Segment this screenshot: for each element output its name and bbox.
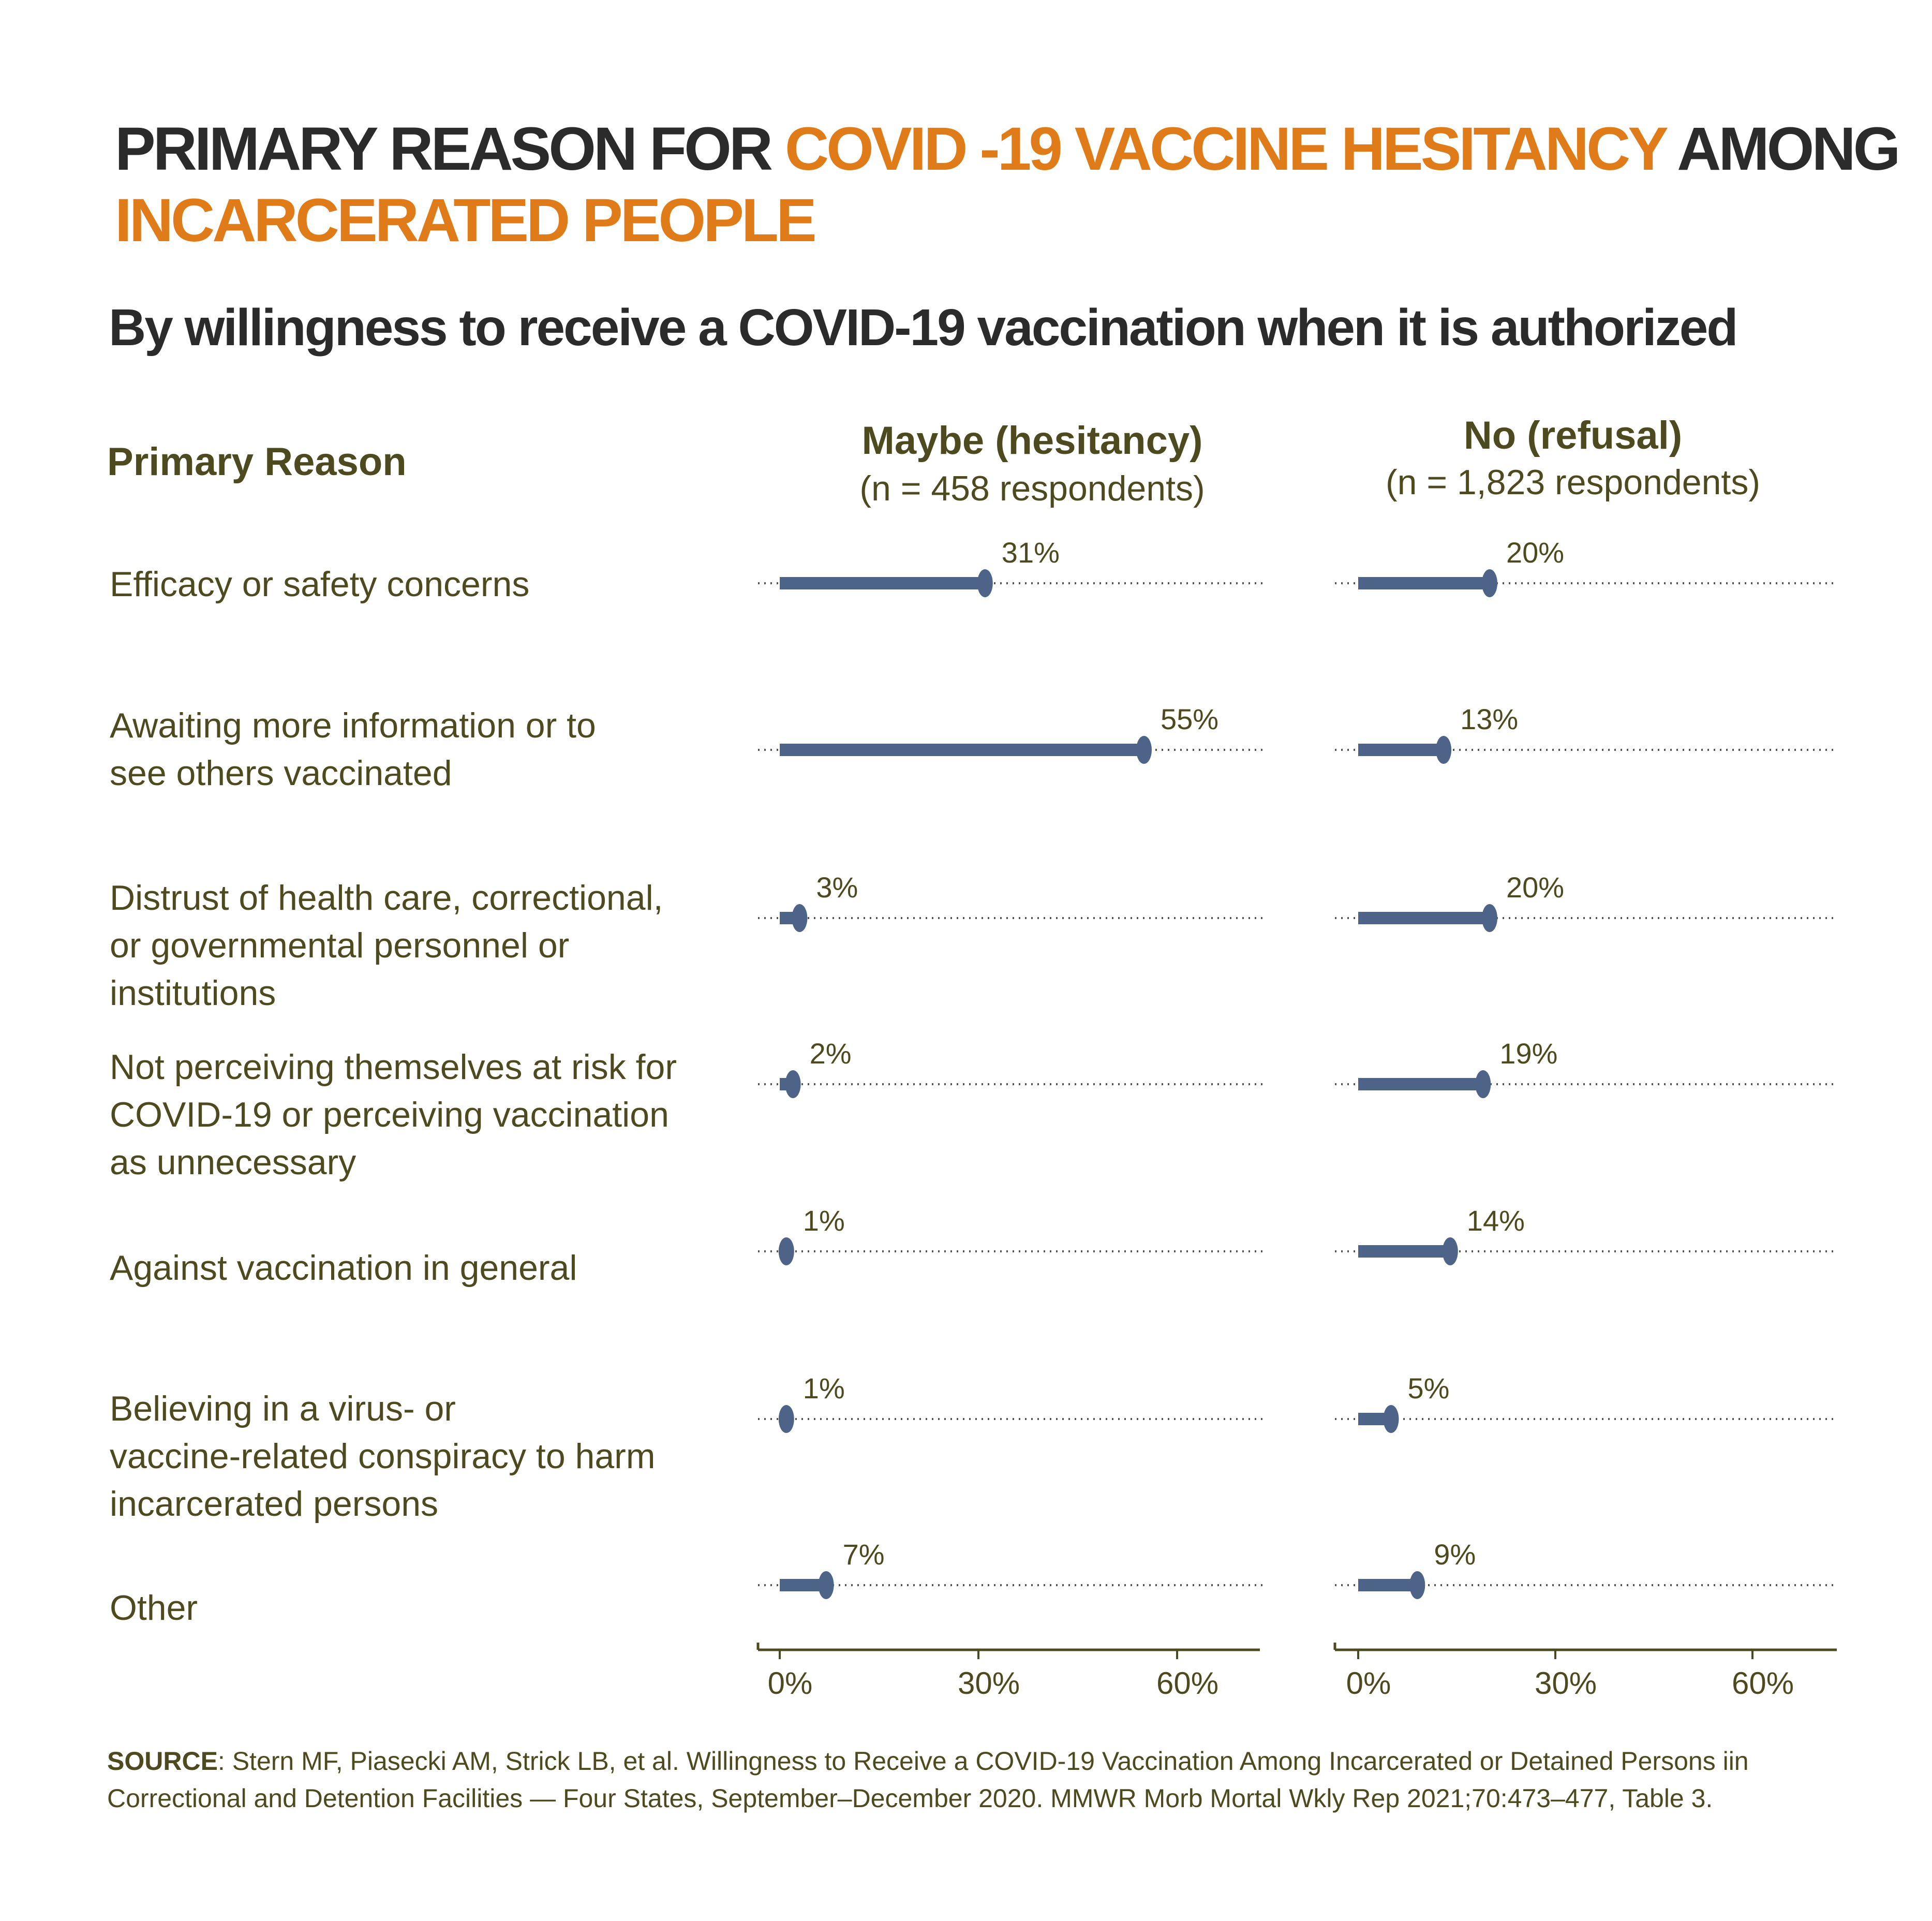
chart-title-line1: PRIMARY REASON FOR COVID -19 VACCINE HES… (115, 115, 1898, 183)
data-label-no-1: 20% (1506, 536, 1564, 569)
bar-end-no-4 (1475, 1070, 1491, 1098)
x-tick-label: 0% (768, 1666, 813, 1701)
bar-end-maybe-1 (977, 569, 993, 597)
data-label-maybe-1: 31% (1002, 536, 1060, 569)
column-subheader-no: (n = 1,823 respondents) (1386, 463, 1760, 502)
data-label-maybe-2: 55% (1161, 703, 1218, 735)
category-label-line: as unnecessary (110, 1143, 356, 1182)
chart-title-line2: INCARCERATED PEOPLE (115, 186, 815, 255)
source-line2: Correctional and Detention Facilities — … (107, 1784, 1713, 1813)
category-label-line: vaccine-related conspiracy to harm (110, 1437, 655, 1476)
category-label-line: Distrust of health care, correctional, (110, 878, 663, 918)
category-label-line: institutions (110, 973, 276, 1013)
title-part1: PRIMARY REASON FOR (115, 115, 785, 183)
category-label-line: see others vaccinated (110, 753, 452, 793)
category-label-line: Believing in a virus- or (110, 1389, 456, 1428)
category-label-6: Believing in a virus- or vaccine-related … (110, 1389, 655, 1524)
category-label-4: Not perceiving themselves at risk for COV… (110, 1047, 677, 1182)
source-line1: SOURCE: Stern MF, Piasecki AM, Strick LB… (107, 1747, 1749, 1776)
bar-end-maybe-2 (1136, 736, 1152, 764)
category-label-line: Against vaccination in general (110, 1248, 577, 1288)
data-label-maybe-3: 3% (816, 871, 858, 904)
bar-end-no-6 (1383, 1405, 1399, 1433)
category-label-line: or governmental personnel or (110, 926, 569, 965)
bar-end-maybe-4 (785, 1070, 801, 1098)
data-label-no-7: 9% (1434, 1538, 1476, 1571)
data-label-no-4: 19% (1499, 1037, 1557, 1070)
bar-end-no-7 (1409, 1571, 1425, 1599)
category-label-7: Other (110, 1588, 198, 1628)
bar-end-no-5 (1442, 1237, 1458, 1265)
x-tick-label: 60% (1732, 1666, 1794, 1701)
data-label-no-5: 14% (1467, 1204, 1525, 1237)
row-header: Primary Reason (107, 440, 407, 484)
data-label-no-6: 5% (1408, 1372, 1450, 1405)
bar-end-no-2 (1436, 736, 1452, 764)
chart-marks: Efficacy or safety concerns Awaiting more… (110, 536, 1837, 1701)
category-label-line: incarcerated persons (110, 1484, 438, 1524)
column-subheader-maybe: (n = 458 respondents) (859, 469, 1205, 508)
data-label-maybe-7: 7% (843, 1538, 885, 1571)
x-tick-label: 30% (1535, 1666, 1597, 1701)
data-label-maybe-4: 2% (810, 1037, 852, 1070)
title-part2: COVID -19 VACCINE HESITANCY (785, 115, 1668, 183)
x-tick-label: 30% (958, 1666, 1020, 1701)
title-part3: AMONG (1665, 115, 1898, 183)
category-label-5: Against vaccination in general (110, 1248, 577, 1288)
bar-end-maybe-7 (818, 1571, 834, 1599)
source-label: SOURCE (107, 1747, 218, 1776)
column-header-maybe: Maybe (hesitancy) (862, 419, 1203, 463)
bar-end-no-3 (1482, 904, 1497, 932)
data-label-maybe-6: 1% (803, 1372, 845, 1405)
x-tick-label: 60% (1156, 1666, 1218, 1701)
category-label-line: COVID-19 or perceiving vaccination (110, 1095, 669, 1134)
category-label-2: Awaiting more information or to see other… (110, 706, 596, 793)
bar-end-maybe-6 (778, 1405, 794, 1433)
data-label-maybe-5: 1% (803, 1204, 845, 1237)
category-label-1: Efficacy or safety concerns (110, 565, 529, 604)
data-label-no-3: 20% (1506, 871, 1564, 904)
category-label-line: Not perceiving themselves at risk for (110, 1047, 677, 1087)
category-label-line: Other (110, 1588, 198, 1628)
category-label-line: Awaiting more information or to (110, 706, 596, 745)
source-text: : Stern MF, Piasecki AM, Strick LB, et a… (218, 1747, 1749, 1776)
bar-end-maybe-5 (778, 1237, 794, 1265)
bar-end-no-1 (1482, 569, 1497, 597)
category-label-line: Efficacy or safety concerns (110, 565, 529, 604)
chart-subtitle: By willingness to receive a COVID-19 vac… (109, 299, 1737, 357)
category-label-3: Distrust of health care, correctional, or… (110, 878, 663, 1013)
column-header-no: No (refusal) (1464, 413, 1682, 457)
bar-end-maybe-3 (792, 904, 808, 932)
data-label-no-2: 13% (1460, 703, 1518, 735)
x-tick-label: 0% (1346, 1666, 1391, 1701)
